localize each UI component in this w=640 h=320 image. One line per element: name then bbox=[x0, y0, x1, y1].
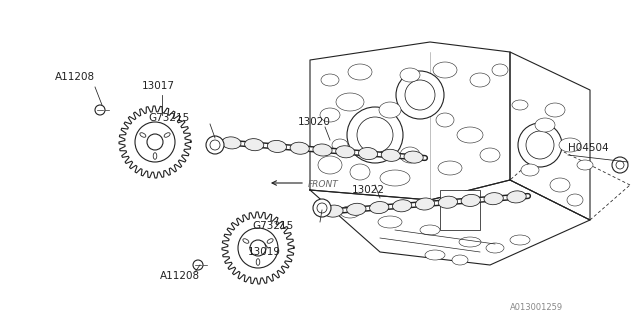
Ellipse shape bbox=[358, 148, 378, 160]
Ellipse shape bbox=[268, 140, 287, 152]
Text: 13022: 13022 bbox=[352, 185, 385, 195]
Text: 13020: 13020 bbox=[298, 117, 331, 127]
Circle shape bbox=[317, 203, 327, 213]
Circle shape bbox=[210, 140, 220, 150]
Circle shape bbox=[612, 157, 628, 173]
Ellipse shape bbox=[577, 160, 593, 170]
Ellipse shape bbox=[400, 68, 420, 82]
Text: FRONT: FRONT bbox=[308, 180, 339, 189]
Circle shape bbox=[616, 161, 624, 169]
Ellipse shape bbox=[369, 202, 389, 213]
Ellipse shape bbox=[164, 133, 170, 137]
Ellipse shape bbox=[243, 239, 249, 243]
Ellipse shape bbox=[392, 200, 412, 212]
Ellipse shape bbox=[512, 100, 528, 110]
Ellipse shape bbox=[336, 146, 355, 158]
Ellipse shape bbox=[379, 102, 401, 118]
Circle shape bbox=[135, 122, 175, 162]
Ellipse shape bbox=[332, 139, 348, 151]
Ellipse shape bbox=[380, 170, 410, 186]
Ellipse shape bbox=[459, 237, 481, 247]
Ellipse shape bbox=[492, 64, 508, 76]
Ellipse shape bbox=[425, 250, 445, 260]
Circle shape bbox=[405, 80, 435, 110]
Text: H04504: H04504 bbox=[568, 143, 609, 153]
Circle shape bbox=[357, 117, 393, 153]
Text: A013001259: A013001259 bbox=[510, 303, 563, 312]
Ellipse shape bbox=[550, 178, 570, 192]
Text: G73215: G73215 bbox=[148, 113, 189, 123]
Circle shape bbox=[526, 131, 554, 159]
Ellipse shape bbox=[436, 113, 454, 127]
Text: G73215: G73215 bbox=[252, 221, 293, 231]
Ellipse shape bbox=[348, 64, 372, 80]
Polygon shape bbox=[222, 212, 294, 284]
Ellipse shape bbox=[324, 205, 343, 217]
Circle shape bbox=[238, 228, 278, 268]
Circle shape bbox=[206, 136, 224, 154]
Ellipse shape bbox=[507, 191, 526, 203]
Text: 13017: 13017 bbox=[142, 81, 175, 91]
Ellipse shape bbox=[336, 93, 364, 111]
Ellipse shape bbox=[420, 225, 440, 235]
Circle shape bbox=[147, 134, 163, 150]
Text: 13019: 13019 bbox=[248, 247, 281, 257]
Bar bbox=[440, 190, 480, 230]
Ellipse shape bbox=[535, 118, 555, 132]
Ellipse shape bbox=[290, 142, 309, 154]
Ellipse shape bbox=[378, 216, 402, 228]
Ellipse shape bbox=[484, 193, 503, 205]
Ellipse shape bbox=[404, 151, 423, 163]
Circle shape bbox=[95, 105, 105, 115]
Polygon shape bbox=[310, 180, 590, 265]
Ellipse shape bbox=[318, 156, 342, 174]
Ellipse shape bbox=[510, 235, 530, 245]
Ellipse shape bbox=[452, 255, 468, 265]
Ellipse shape bbox=[567, 194, 583, 206]
Ellipse shape bbox=[457, 127, 483, 143]
Polygon shape bbox=[510, 52, 590, 220]
Ellipse shape bbox=[415, 198, 435, 210]
Circle shape bbox=[347, 107, 403, 163]
Ellipse shape bbox=[321, 74, 339, 86]
Ellipse shape bbox=[153, 153, 157, 159]
Ellipse shape bbox=[313, 144, 332, 156]
Text: A11208: A11208 bbox=[55, 72, 95, 82]
Ellipse shape bbox=[545, 103, 565, 117]
Ellipse shape bbox=[461, 195, 481, 206]
Ellipse shape bbox=[438, 161, 462, 175]
Polygon shape bbox=[119, 106, 191, 178]
Ellipse shape bbox=[320, 108, 340, 122]
Ellipse shape bbox=[433, 62, 457, 78]
Ellipse shape bbox=[267, 239, 273, 243]
Ellipse shape bbox=[244, 139, 264, 151]
Ellipse shape bbox=[381, 149, 401, 161]
Ellipse shape bbox=[140, 133, 146, 137]
Ellipse shape bbox=[400, 147, 420, 163]
Ellipse shape bbox=[480, 148, 500, 162]
Circle shape bbox=[518, 123, 562, 167]
Circle shape bbox=[250, 240, 266, 256]
Ellipse shape bbox=[470, 73, 490, 87]
Ellipse shape bbox=[222, 137, 241, 149]
Ellipse shape bbox=[347, 203, 366, 215]
Ellipse shape bbox=[256, 259, 260, 265]
Ellipse shape bbox=[350, 164, 370, 180]
Ellipse shape bbox=[559, 138, 581, 152]
Ellipse shape bbox=[521, 164, 539, 176]
Circle shape bbox=[193, 260, 203, 270]
Ellipse shape bbox=[486, 243, 504, 253]
Ellipse shape bbox=[438, 196, 458, 208]
Text: A11208: A11208 bbox=[160, 271, 200, 281]
Circle shape bbox=[313, 199, 331, 217]
Polygon shape bbox=[310, 42, 510, 200]
Ellipse shape bbox=[340, 206, 360, 218]
Circle shape bbox=[396, 71, 444, 119]
